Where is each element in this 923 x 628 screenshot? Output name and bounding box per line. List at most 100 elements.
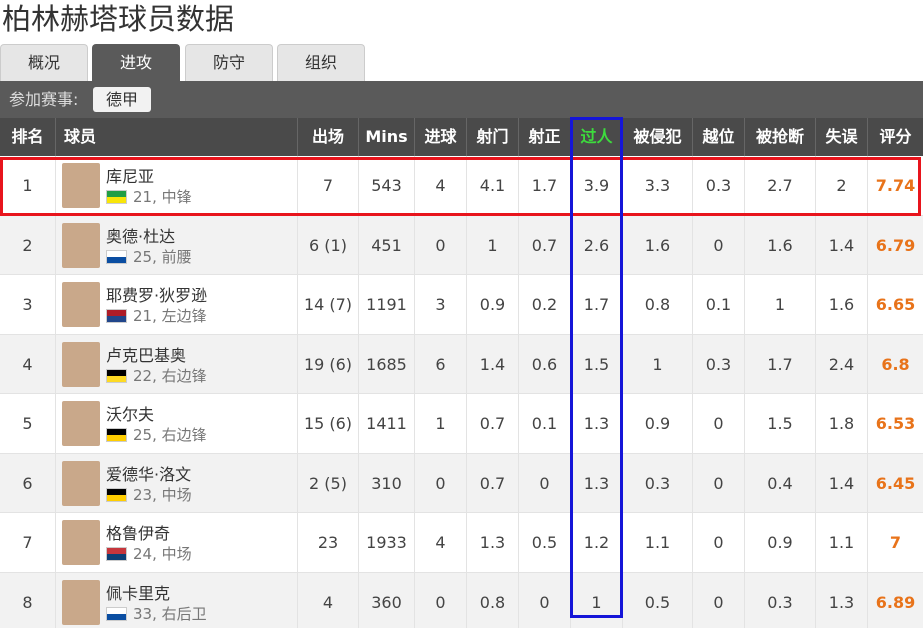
stat-cell: 1191: [358, 275, 414, 335]
stat-cell: 4.1: [466, 156, 518, 216]
stat-cell: 1.6: [815, 275, 867, 335]
stat-cell: 0.1: [692, 275, 744, 335]
player-info: 23, 中场: [133, 485, 192, 504]
stat-cell: 0.5: [518, 513, 570, 573]
table-row: [0, 572, 923, 628]
column-header: 被侵犯: [622, 118, 692, 156]
stat-cell: 2 (5): [297, 453, 358, 513]
stat-cell: 1: [466, 215, 518, 275]
stat-cell: 1: [744, 275, 815, 335]
player-flag: [106, 309, 127, 323]
tab[interactable]: 防守: [185, 44, 273, 81]
player-photo: [62, 282, 100, 327]
column-header: 评分: [867, 118, 923, 156]
column-header: 进球: [414, 118, 466, 156]
stat-cell: 0.8: [466, 572, 518, 628]
stat-cell: 1: [22, 176, 33, 195]
stat-cell: 4: [414, 513, 466, 573]
player-name: 沃尔夫: [106, 405, 155, 424]
stat-cell: 0.9: [622, 394, 692, 454]
stat-cell: 0.8: [622, 275, 692, 335]
player-info: 33, 右后卫: [133, 604, 207, 623]
stat-cell: 5: [22, 414, 33, 433]
player-flag: [106, 249, 127, 264]
table-row: [0, 215, 923, 275]
stat-cell: 1.8: [815, 394, 867, 454]
stat-cell: 1685: [358, 334, 414, 394]
rating: 6.53: [867, 394, 923, 454]
stat-cell: 23: [297, 513, 358, 573]
player-info: 25, 右边锋: [133, 426, 207, 444]
stat-cell: 310: [358, 453, 414, 513]
stat-cell: 0.2: [518, 275, 570, 335]
stat-cell: 0.4: [744, 453, 815, 513]
player-flag: [106, 368, 127, 383]
column-header: 被抢断: [744, 118, 815, 156]
column-header: Mins: [358, 118, 414, 156]
stat-cell: 0: [692, 215, 744, 275]
tab[interactable]: 概况: [0, 44, 88, 81]
stat-cell: 1.5: [744, 394, 815, 454]
stat-cell: 0: [518, 453, 570, 513]
stat-cell: 1.1: [815, 513, 867, 573]
column-header: 排名: [11, 127, 44, 146]
player-photo: [62, 222, 100, 268]
stat-cell: 0.7: [518, 215, 570, 275]
stat-cell: 7: [297, 156, 358, 216]
stat-cell: 360: [358, 572, 414, 628]
stat-cell: 1933: [358, 513, 414, 573]
stat-cell: 14 (7): [297, 275, 358, 335]
stat-cell: 1.6: [744, 215, 815, 275]
rating: 7.74: [867, 156, 923, 216]
player-info: 21, 左边锋: [133, 307, 207, 325]
stat-cell: 543: [358, 156, 414, 216]
stat-cell: 1.1: [622, 513, 692, 573]
player-info: 21, 中锋: [133, 188, 192, 206]
rating: 6.89: [867, 572, 923, 628]
player-info: 22, 右边锋: [133, 366, 207, 385]
stat-cell: 6: [414, 334, 466, 394]
player-photo: [62, 163, 100, 208]
stat-cell: 1.7: [518, 156, 570, 216]
stat-cell: 6 (1): [297, 215, 358, 275]
filter-label: 参加赛事:: [9, 90, 79, 109]
table-row: [0, 334, 923, 394]
player-photo: [62, 341, 100, 387]
player-flag: [106, 606, 127, 621]
stat-cell: 1.4: [466, 334, 518, 394]
stat-cell: 0: [692, 513, 744, 573]
player-name: 库尼亚: [106, 167, 155, 186]
stat-cell: 4: [22, 354, 33, 374]
player-photo: [62, 579, 100, 625]
tab[interactable]: 进攻: [92, 44, 180, 81]
player-photo: [62, 520, 100, 565]
column-header: 出场: [297, 118, 358, 156]
table-row: [0, 394, 923, 454]
stat-cell: 3: [22, 295, 33, 314]
stat-cell: 2.4: [815, 334, 867, 394]
player-info: 25, 前腰: [133, 247, 192, 266]
player-info: 24, 中场: [133, 545, 192, 563]
stat-cell: 0.9: [744, 513, 815, 573]
column-header: 越位: [692, 118, 744, 156]
stat-cell: 0: [518, 572, 570, 628]
stat-cell: 7: [22, 533, 33, 552]
rating: 6.65: [867, 275, 923, 335]
table-row: [0, 453, 923, 513]
stat-cell: 1: [622, 334, 692, 394]
tab[interactable]: 组织: [277, 44, 365, 81]
player-cell: [55, 572, 297, 628]
player-cell: [55, 275, 297, 335]
stat-cell: 6: [22, 473, 33, 493]
stat-cell: 0: [414, 453, 466, 513]
stat-cell: 0.6: [518, 334, 570, 394]
filter-button[interactable]: 德甲: [93, 87, 151, 112]
stat-cell: 0.3: [692, 156, 744, 216]
highlight-column: [570, 117, 623, 618]
player-flag: [106, 428, 127, 442]
rating: 7: [867, 513, 923, 573]
highlight-row: [0, 157, 921, 216]
stat-cell: 451: [358, 215, 414, 275]
stat-cell: 1: [414, 394, 466, 454]
